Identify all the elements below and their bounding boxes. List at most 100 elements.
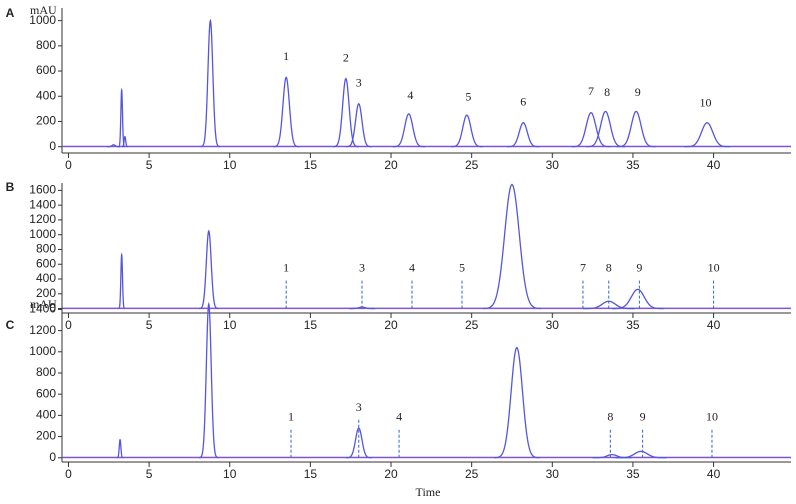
y-tick-label: 0: [49, 450, 56, 464]
peak-label: 10: [708, 260, 720, 274]
peak: [345, 427, 372, 459]
peak-label: 4: [409, 260, 415, 274]
y-tick-label: 1600: [29, 183, 56, 197]
peak-label: 1: [283, 49, 289, 63]
x-tick-label: 25: [465, 158, 479, 172]
x-tick-label: 5: [146, 158, 153, 172]
x-tick-label: 40: [707, 158, 721, 172]
y-tick-label: 1000: [29, 344, 56, 358]
y-tick-label: 800: [36, 365, 56, 379]
x-tick-label: 35: [626, 467, 640, 481]
x-tick-label: 0: [65, 158, 72, 172]
y-tick-label: 1000: [29, 13, 56, 27]
peak: [450, 114, 483, 148]
y-axis-label: mAU: [30, 3, 57, 17]
peak: [118, 252, 125, 310]
peak-label: 4: [396, 410, 402, 424]
peak: [116, 438, 124, 459]
peak-label: 10: [706, 410, 718, 424]
x-tick-label: 40: [707, 467, 721, 481]
peak-label: 1: [283, 260, 289, 274]
y-axis-label: mAU: [30, 297, 57, 311]
y-tick-label: 200: [36, 114, 56, 128]
peak-label: 3: [356, 400, 362, 414]
y-tick-label: 1400: [29, 302, 56, 316]
y-tick-label: 400: [36, 408, 56, 422]
peak: [494, 346, 540, 459]
x-tick-label: 0: [65, 467, 72, 481]
peak: [199, 229, 219, 310]
x-tick-label: 15: [304, 318, 318, 332]
peak-label: 3: [356, 76, 362, 90]
peak: [200, 18, 221, 148]
peak-label: 9: [635, 85, 641, 99]
y-tick-label: 400: [36, 271, 56, 285]
peak-label: 3: [359, 260, 365, 274]
x-tick-label: 10: [223, 318, 237, 332]
y-tick-label: 800: [36, 38, 56, 52]
x-tick-label: 35: [626, 158, 640, 172]
peak-label: 4: [407, 88, 413, 102]
x-tick-label: 10: [223, 158, 237, 172]
peak-label: 7: [588, 84, 594, 98]
peak: [586, 110, 625, 148]
y-tick-label: 1000: [29, 227, 56, 241]
peak-label: 8: [604, 85, 610, 99]
y-tick-label: 0: [49, 139, 56, 153]
peak: [482, 183, 542, 310]
x-tick-label: 10: [223, 467, 237, 481]
peak-label: 5: [459, 260, 465, 274]
peak: [199, 301, 219, 459]
y-tick-label: 200: [36, 429, 56, 443]
peak: [684, 122, 730, 148]
peak: [392, 113, 425, 148]
y-tick-label: 0: [49, 301, 56, 315]
y-tick-label: 1200: [29, 323, 56, 337]
x-tick-label: 15: [304, 467, 318, 481]
x-tick-label: 20: [384, 467, 398, 481]
y-tick-label: 600: [36, 63, 56, 77]
x-tick-label: 30: [546, 467, 560, 481]
peak-label: 6: [520, 94, 526, 108]
peak: [121, 135, 129, 148]
peak-label: 9: [636, 260, 642, 274]
y-tick-label: 400: [36, 88, 56, 102]
panel-letter: B: [6, 180, 15, 194]
y-tick-label: 600: [36, 256, 56, 270]
peak-label: 7: [580, 260, 586, 274]
x-tick-label: 40: [707, 318, 721, 332]
peak: [616, 110, 656, 148]
peak-label: 8: [607, 410, 613, 424]
x-tick-label: 35: [626, 318, 640, 332]
y-tick-label: 800: [36, 242, 56, 256]
panel-letter: C: [6, 318, 15, 332]
y-tick-label: 200: [36, 286, 56, 300]
peak: [345, 103, 372, 148]
panel-letter: A: [6, 6, 15, 20]
x-tick-label: 30: [546, 158, 560, 172]
x-tick-label: 15: [304, 158, 318, 172]
peak-label: 8: [606, 260, 612, 274]
peak-label: 2: [343, 50, 349, 64]
x-tick-label: 5: [146, 318, 153, 332]
y-tick-label: 600: [36, 386, 56, 400]
x-tick-label: 0: [65, 318, 72, 332]
y-tick-label: 1400: [29, 197, 56, 211]
peak-label: 9: [640, 410, 646, 424]
x-tick-label: 25: [465, 467, 479, 481]
peak-label: 1: [288, 410, 294, 424]
peak-label: 10: [700, 95, 712, 109]
peak: [107, 144, 121, 148]
x-tick-label: 20: [384, 318, 398, 332]
peak: [571, 111, 611, 148]
x-tick-label: 20: [384, 158, 398, 172]
peak: [615, 450, 667, 459]
peak: [332, 77, 359, 148]
peak: [611, 288, 664, 310]
x-tick-label: 5: [146, 467, 153, 481]
x-tick-label: 30: [546, 318, 560, 332]
peak-label: 5: [465, 89, 471, 103]
peak: [507, 122, 540, 148]
y-tick-label: 1200: [29, 212, 56, 226]
